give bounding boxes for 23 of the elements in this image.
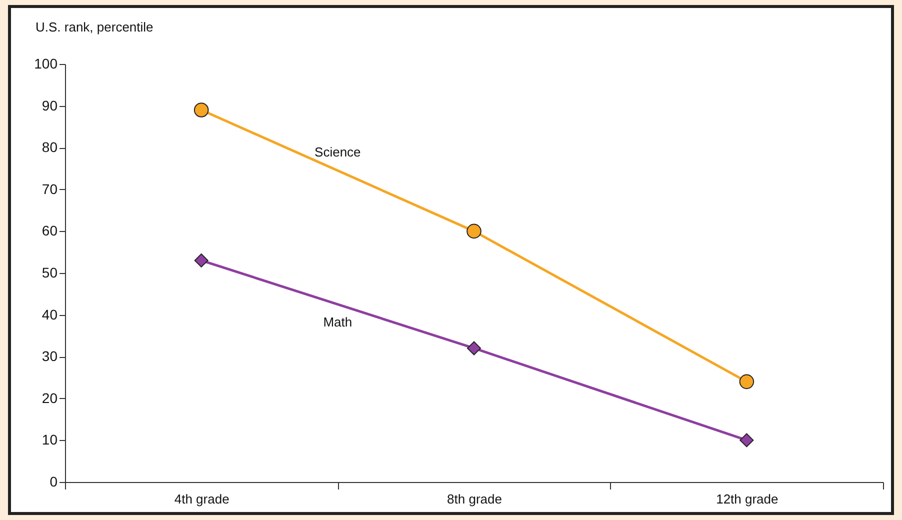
y-tick-label: 70 xyxy=(42,180,58,197)
y-tick-label: 80 xyxy=(42,139,58,156)
y-tick-label: 90 xyxy=(42,97,58,114)
point xyxy=(194,102,209,118)
x-tick-label: 4th grade xyxy=(174,492,230,506)
y-tick-label: 0 xyxy=(50,474,58,490)
point xyxy=(740,433,754,448)
y-tick-label: 20 xyxy=(42,390,58,406)
y-tick-label: 100 xyxy=(34,56,58,72)
y-tick-label: 30 xyxy=(42,348,58,364)
point xyxy=(466,224,482,239)
y-tick-label: 10 xyxy=(42,432,58,448)
point xyxy=(466,341,482,356)
point xyxy=(194,253,208,268)
y-tick-label: 40 xyxy=(42,306,58,322)
x-tick-label: 8th grade xyxy=(447,492,502,506)
y-tick-label: 50 xyxy=(42,264,58,280)
x-tick-label: 12th grade xyxy=(716,492,778,506)
y-tick-label: 60 xyxy=(42,222,58,239)
y-axis-title: U.S. rank, percentile xyxy=(36,20,154,34)
series-label: Math xyxy=(323,314,352,330)
point xyxy=(739,374,754,390)
series-label: Science xyxy=(314,144,361,160)
